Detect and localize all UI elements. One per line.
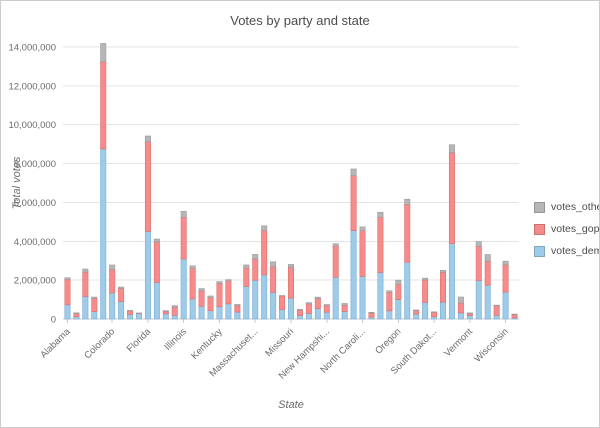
legend-item-votes-gop[interactable]: votes_gop — [534, 223, 600, 235]
svg-text:Illinois: Illinois — [162, 326, 189, 353]
legend-label: votes_gop — [551, 223, 600, 235]
legend-item-votes-other[interactable]: votes_other — [534, 201, 599, 213]
svg-text:0: 0 — [51, 315, 56, 326]
legend-item-votes-dem[interactable]: votes_dem — [534, 245, 600, 257]
legend-swatch-other — [534, 201, 545, 213]
svg-text:10,000,000: 10,000,000 — [8, 120, 56, 131]
svg-text:Colorado: Colorado — [82, 326, 117, 361]
svg-text:Florida: Florida — [125, 326, 154, 355]
svg-text:2,000,000: 2,000,000 — [14, 276, 56, 287]
svg-text:6,000,000: 6,000,000 — [14, 198, 56, 209]
svg-text:14,000,000: 14,000,000 — [8, 43, 56, 54]
svg-text:Alabama: Alabama — [38, 326, 73, 361]
svg-text:Wisconsin: Wisconsin — [472, 326, 510, 364]
x-axis-title: State — [278, 399, 304, 411]
svg-text:Missouri: Missouri — [263, 326, 296, 359]
legend-label: votes_other — [551, 201, 599, 213]
svg-text:12,000,000: 12,000,000 — [8, 81, 56, 92]
svg-text:Kentucky: Kentucky — [189, 326, 225, 362]
legend-swatch-dem — [534, 245, 545, 257]
chart-title: Votes by party and state — [230, 13, 370, 28]
svg-text:Oregon: Oregon — [373, 326, 403, 356]
svg-text:8,000,000: 8,000,000 — [14, 159, 56, 170]
legend: votes_other votes_gop votes_dem — [534, 201, 600, 267]
legend-label: votes_dem — [551, 245, 600, 257]
svg-text:Vermont: Vermont — [442, 326, 475, 359]
svg-text:4,000,000: 4,000,000 — [14, 237, 56, 248]
legend-swatch-gop — [534, 223, 545, 235]
